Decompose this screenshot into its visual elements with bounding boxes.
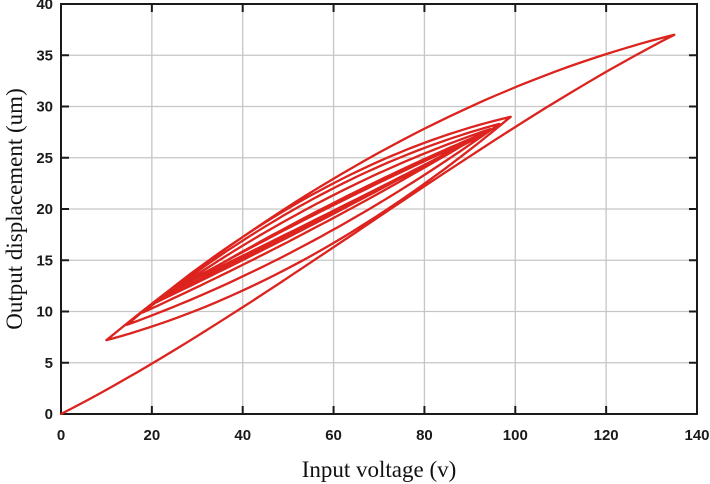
x-tick-label: 20 bbox=[144, 427, 161, 444]
x-tick-label: 140 bbox=[684, 427, 709, 444]
x-tick-label: 100 bbox=[503, 427, 528, 444]
y-tick-label: 25 bbox=[36, 150, 53, 167]
hysteresis-loop-path bbox=[59, 33, 676, 416]
x-tick-label: 120 bbox=[594, 427, 619, 444]
y-tick-label: 0 bbox=[45, 406, 53, 423]
x-axis-title: Input voltage (v) bbox=[302, 457, 457, 482]
gridlines bbox=[61, 4, 697, 414]
x-tick-label: 40 bbox=[234, 427, 251, 444]
y-axis-title: Output displacement (um) bbox=[2, 88, 27, 329]
y-tick-label: 5 bbox=[45, 355, 53, 372]
x-tick-label: 60 bbox=[325, 427, 342, 444]
x-tick-label: 80 bbox=[416, 427, 433, 444]
tick-labels: 0 20 40 60 80 100 120 140 0 5 10 15 20 25 30 35 40 bbox=[36, 0, 709, 444]
y-tick-label: 35 bbox=[36, 47, 53, 64]
y-tick-label: 30 bbox=[36, 99, 53, 116]
y-tick-label: 10 bbox=[36, 304, 53, 321]
y-tick-label: 20 bbox=[36, 201, 53, 218]
y-tick-label: 15 bbox=[36, 252, 53, 269]
x-tick-label: 0 bbox=[57, 427, 65, 444]
hysteresis-curve bbox=[59, 33, 676, 416]
y-tick-label: 40 bbox=[36, 0, 53, 13]
